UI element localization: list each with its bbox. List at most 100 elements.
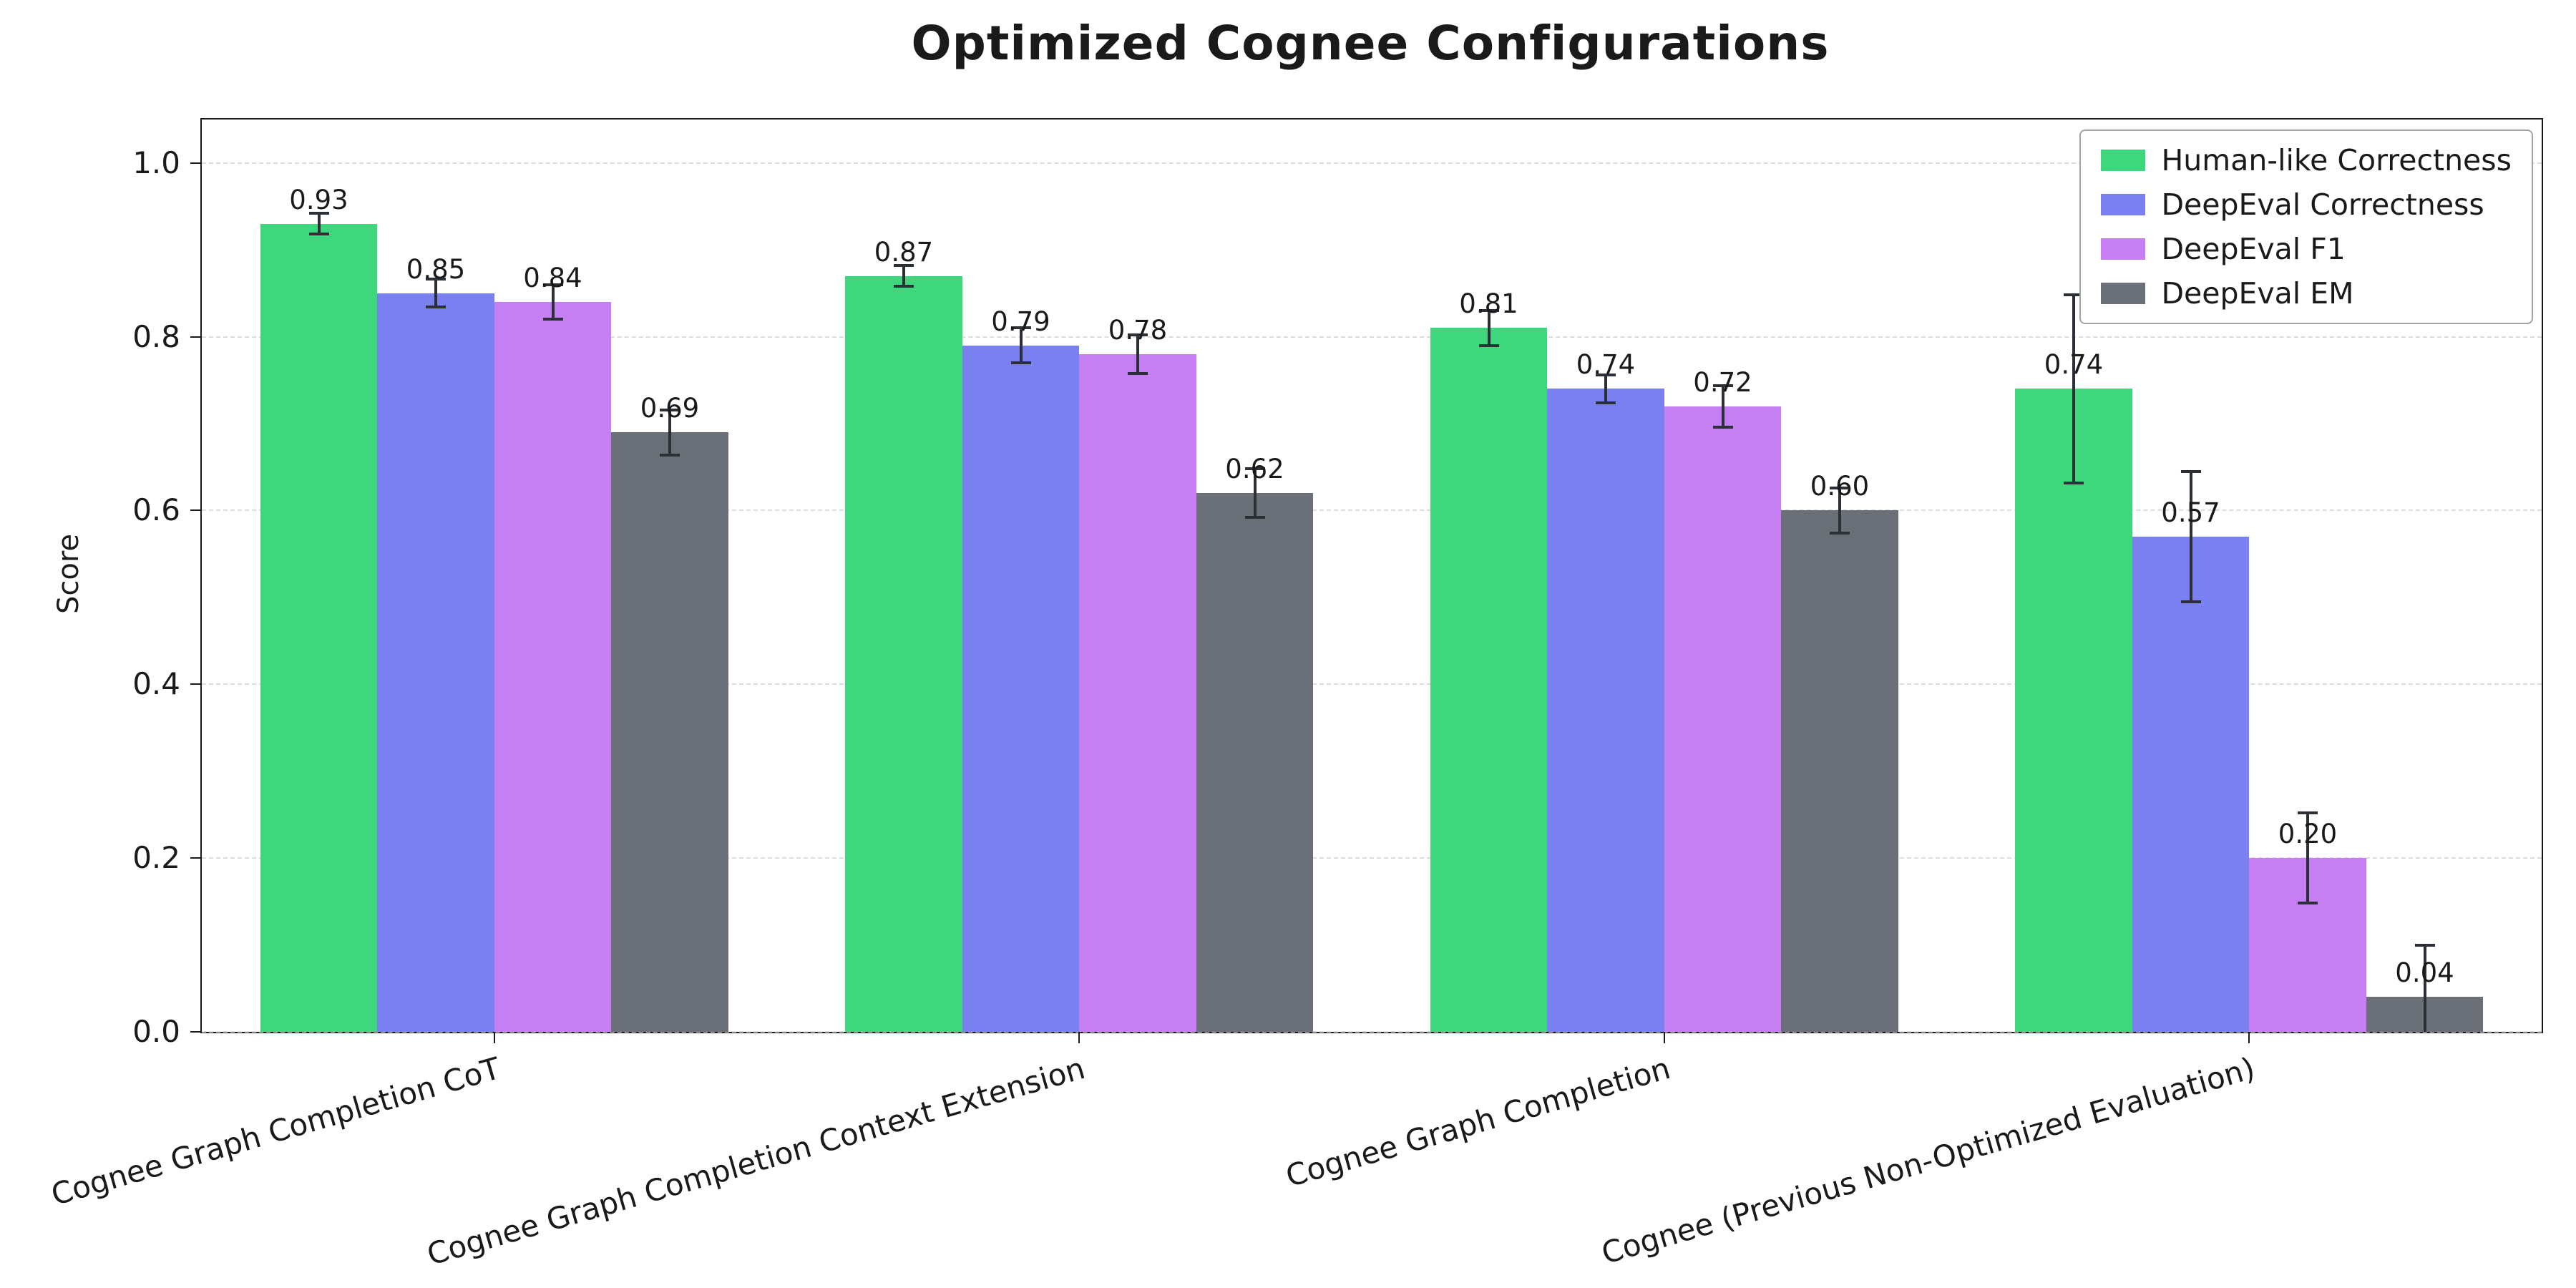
error-bar-cap [308,233,329,236]
bar-value-label: 0.74 [1576,349,1636,381]
error-bar-cap [542,283,563,286]
bar-value-label: 0.79 [991,306,1050,337]
error-bar-cap [894,285,914,288]
legend-item: Human-like Correctness [2101,144,2512,177]
error-bar-line [317,213,321,235]
error-bar-line [1019,328,1023,363]
error-bar-line [2306,813,2309,904]
error-bar-cap [1596,401,1616,404]
error-bar-line [1838,487,1841,533]
bar-value-label: 0.20 [2278,819,2338,850]
error-bar-cap [1478,309,1499,313]
error-bar-cap [2298,811,2318,814]
error-bar-line [902,265,905,287]
error-bar-cap [542,318,563,321]
y-tick-label: 0.4 [132,666,180,702]
bar [1430,328,1548,1032]
y-tick-label: 1.0 [132,145,180,180]
error-bar-line [434,279,437,308]
y-tick-mark [190,1031,202,1033]
bar-value-label: 0.69 [640,393,700,424]
legend-label: DeepEval EM [2161,276,2354,311]
error-bar-cap [1830,486,1850,489]
error-bar-cap [1712,425,1733,429]
legend-label: DeepEval F1 [2161,232,2346,266]
error-bar-cap [1830,532,1850,535]
error-bar-cap [2064,481,2084,484]
legend-swatch [2101,194,2146,215]
x-tick-mark [493,1032,495,1043]
error-bar-line [2072,295,2075,483]
error-bar-cap [426,306,446,309]
error-bar-cap [1128,333,1148,337]
bar [494,302,612,1032]
bar [1547,389,1664,1032]
bar-value-label: 0.84 [523,263,582,293]
x-tick-mark [2248,1032,2250,1043]
error-bar-cap [660,408,680,411]
legend-label: DeepEval Correctness [2161,187,2484,222]
gridline [202,683,2542,686]
bar-value-label: 0.85 [406,253,466,285]
bar [1079,353,1196,1032]
bar [260,223,378,1032]
error-bar-line [668,409,671,455]
bar [377,293,494,1032]
bar [2132,536,2250,1032]
bar [962,345,1080,1032]
gridline [202,336,2542,338]
y-tick-label: 0.8 [132,318,180,354]
error-bar-cap [2064,293,2084,297]
error-bar-line [1253,469,1257,518]
bar-value-label: 0.60 [1810,471,1870,502]
error-bar-cap [660,453,680,457]
bar-value-label: 0.78 [1108,314,1168,346]
error-bar-cap [1010,361,1031,364]
chart-title: Optimized Cognee Configurations [911,16,1830,71]
bar [1781,510,1898,1032]
legend-item: DeepEval F1 [2101,233,2512,265]
error-bar-cap [308,212,329,215]
bar [2015,389,2132,1032]
gridline [202,1031,2542,1033]
y-tick-mark [190,683,202,686]
error-bar-cap [2180,469,2201,473]
bar [845,275,962,1032]
legend: Human-like Correctness DeepEval Correctne… [2079,130,2533,324]
gridline [202,857,2542,859]
bar-value-label: 0.93 [289,184,348,215]
bar [1664,406,1782,1032]
error-bar-cap [1596,374,1616,376]
y-tick-mark [190,857,202,859]
bar-value-label: 0.04 [2395,957,2454,989]
error-bar-cap [1712,384,1733,387]
y-tick-label: 0.2 [132,840,180,876]
error-bar-cap [1010,326,1031,330]
error-bar-line [551,284,555,320]
error-bar-cap [1244,467,1265,471]
error-bar-cap [2298,902,2318,905]
bar-value-label: 0.87 [874,236,934,268]
bar-value-label: 0.72 [1693,366,1752,398]
error-bar-cap [1244,516,1265,519]
error-bar-cap [2180,600,2201,603]
error-bar-line [1487,311,1491,346]
x-tick-mark [1663,1032,1665,1043]
bar-value-label: 0.62 [1225,454,1284,485]
legend-swatch [2101,238,2146,260]
error-bar-cap [1128,371,1148,375]
y-tick-label: 0.6 [132,492,180,528]
error-bar-cap [894,264,914,267]
y-tick-mark [190,509,202,512]
legend-swatch [2101,283,2146,304]
y-tick-mark [190,162,202,164]
error-bar-line [1604,375,1607,403]
plot-area: 0.0 0.2 0.4 0.6 0.8 1.0 Cognee Graph Completio… [47,118,2543,1272]
y-axis-label: Score [52,533,85,615]
y-tick-label: 0.0 [132,1014,180,1049]
legend-item: DeepEval Correctness [2101,188,2512,221]
x-tick-mark [1078,1032,1080,1043]
legend-swatch [2101,150,2146,171]
error-bar-cap [1478,343,1499,347]
